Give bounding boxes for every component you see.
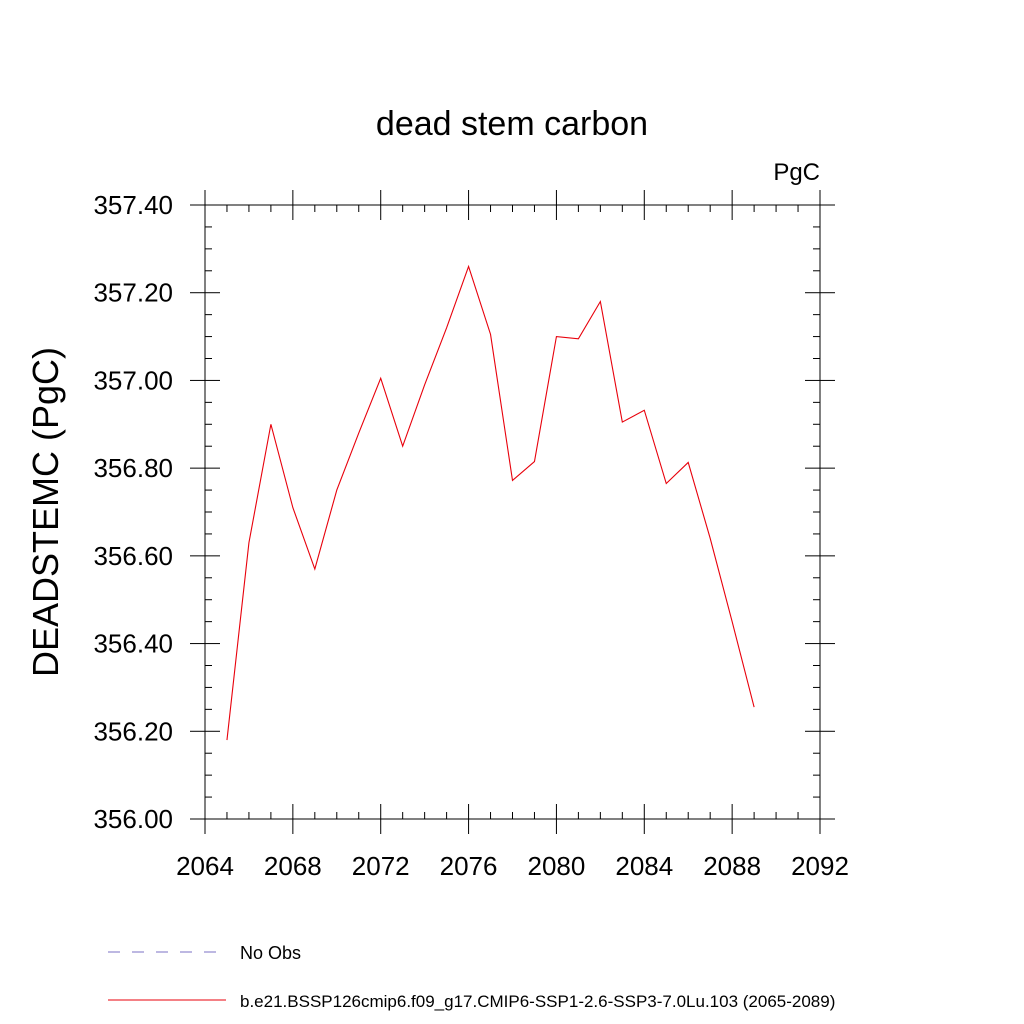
x-axis-ticks: 2064 2068 2072 2076 2080 2084 2088 2092: [176, 190, 849, 881]
x-tick-label: 2080: [528, 851, 586, 881]
x-tick-label: 2088: [703, 851, 761, 881]
x-tick-label: 2064: [176, 851, 234, 881]
y-tick-label: 356.20: [93, 716, 173, 746]
units-label: PgC: [773, 159, 820, 186]
legend: No Obs b.e21.BSSP126cmip6.f09_g17.CMIP6-…: [108, 943, 835, 1011]
y-axis-label: DEADSTEMC (PgC): [25, 347, 66, 677]
y-tick-label: 356.00: [93, 804, 173, 834]
x-tick-label: 2068: [264, 851, 322, 881]
x-tick-label: 2072: [352, 851, 410, 881]
series-layer: [226, 264, 755, 741]
y-axis-ticks: 356.00 356.20 356.40 356.60 356.80 357.00 357.…: [93, 190, 835, 834]
y-tick-label: 356.60: [93, 541, 173, 571]
x-tick-label: 2076: [440, 851, 498, 881]
legend-label-no-obs: No Obs: [240, 943, 301, 963]
y-tick-label: 357.20: [93, 278, 173, 308]
series-line: [226, 264, 755, 741]
y-tick-label: 356.80: [93, 453, 173, 483]
y-tick-label: 357.40: [93, 190, 173, 220]
x-tick-label: 2084: [615, 851, 673, 881]
x-tick-label: 2092: [791, 851, 849, 881]
y-tick-label: 357.00: [93, 365, 173, 395]
chart-title: dead stem carbon: [376, 105, 648, 143]
plot-frame: [204, 204, 821, 820]
y-tick-label: 356.40: [93, 629, 173, 659]
legend-label-model-run: b.e21.BSSP126cmip6.f09_g17.CMIP6-SSP1-2.…: [240, 992, 835, 1011]
